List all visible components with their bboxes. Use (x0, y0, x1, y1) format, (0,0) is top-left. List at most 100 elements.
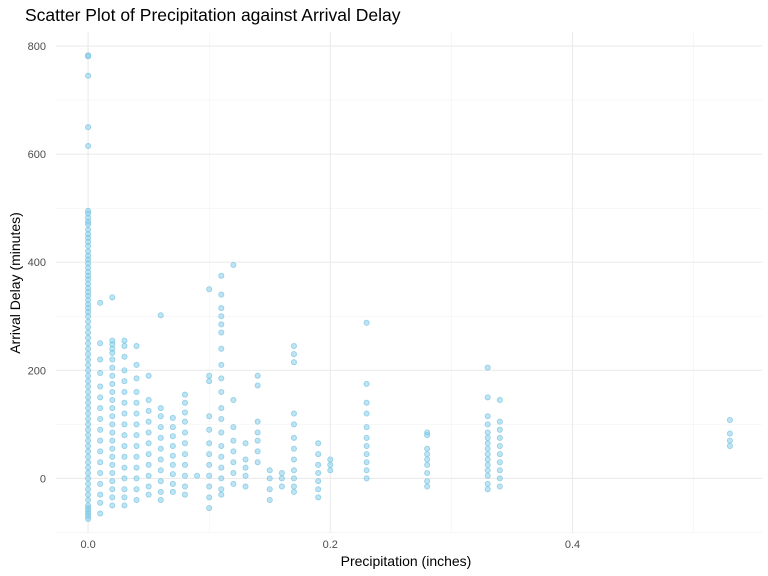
data-point (218, 291, 225, 298)
data-point (109, 421, 116, 428)
data-point (109, 494, 116, 501)
data-point (85, 243, 92, 250)
data-point (181, 399, 188, 406)
data-point (218, 475, 225, 482)
data-point (496, 426, 503, 433)
data-point (278, 475, 285, 482)
data-point (145, 472, 152, 479)
data-point (206, 472, 213, 479)
x-tick-label: 0.2 (323, 539, 338, 551)
data-point (169, 442, 176, 449)
data-point (254, 382, 261, 389)
data-point (97, 499, 104, 506)
data-point (157, 488, 164, 495)
data-point (85, 367, 92, 374)
data-point (133, 399, 140, 406)
data-point (424, 461, 431, 468)
data-point (97, 491, 104, 498)
data-point (290, 445, 297, 452)
data-point (121, 367, 128, 374)
data-point (315, 478, 322, 485)
data-point (363, 399, 370, 406)
x-tick-label: 0.4 (565, 539, 580, 551)
y-tick-label: 800 (28, 41, 46, 53)
data-point (242, 483, 249, 490)
data-point (290, 342, 297, 349)
data-point (169, 424, 176, 431)
data-point (145, 483, 152, 490)
data-point (157, 312, 164, 319)
data-point (157, 405, 164, 412)
data-point (85, 143, 92, 150)
data-point (266, 475, 273, 482)
data-point (169, 488, 176, 495)
data-point (85, 515, 92, 522)
data-point (266, 497, 273, 504)
data-point (496, 459, 503, 466)
data-point (85, 475, 92, 482)
data-point (206, 372, 213, 379)
data-point (181, 461, 188, 468)
data-point (290, 410, 297, 417)
data-point (242, 464, 249, 471)
data-point (85, 345, 92, 352)
data-point (206, 494, 213, 501)
data-point (230, 470, 237, 477)
data-point (218, 464, 225, 471)
data-point (97, 448, 104, 455)
data-point (290, 351, 297, 358)
data-point (85, 356, 92, 363)
data-point (218, 361, 225, 368)
data-point (484, 434, 491, 441)
data-point (97, 370, 104, 377)
data-point (254, 372, 261, 379)
data-point (254, 429, 261, 436)
data-point (121, 353, 128, 360)
data-point (85, 426, 92, 433)
data-point (85, 415, 92, 422)
data-point (484, 421, 491, 428)
data-point (121, 464, 128, 471)
data-point (290, 467, 297, 474)
data-point (157, 445, 164, 452)
data-point (206, 378, 213, 385)
data-point (109, 388, 116, 395)
data-point (97, 405, 104, 412)
data-point (315, 440, 322, 447)
data-point (109, 364, 116, 371)
data-point (327, 456, 334, 463)
data-point (266, 467, 273, 474)
data-point (278, 470, 285, 477)
data-point (85, 448, 92, 455)
data-point (242, 456, 249, 463)
data-point (181, 409, 188, 416)
data-point (290, 475, 297, 482)
data-point (218, 415, 225, 422)
data-point (157, 456, 164, 463)
data-point (484, 456, 491, 463)
data-point (181, 391, 188, 398)
data-point (85, 372, 92, 379)
data-point (218, 429, 225, 436)
data-point (85, 459, 92, 466)
data-point (85, 53, 92, 60)
y-tick-label: 200 (28, 365, 46, 377)
data-point (97, 415, 104, 422)
data-point (109, 478, 116, 485)
data-point (145, 451, 152, 458)
data-point (206, 505, 213, 512)
data-point (133, 432, 140, 439)
data-point (109, 502, 116, 509)
data-point (97, 356, 104, 363)
data-point (327, 467, 334, 474)
data-point (157, 424, 164, 431)
data-points (85, 52, 733, 522)
data-point (181, 429, 188, 436)
data-point (97, 340, 104, 347)
data-point (157, 434, 164, 441)
data-point (145, 407, 152, 414)
data-point (496, 467, 503, 474)
data-point (109, 445, 116, 452)
data-point (266, 486, 273, 493)
data-point (484, 451, 491, 458)
